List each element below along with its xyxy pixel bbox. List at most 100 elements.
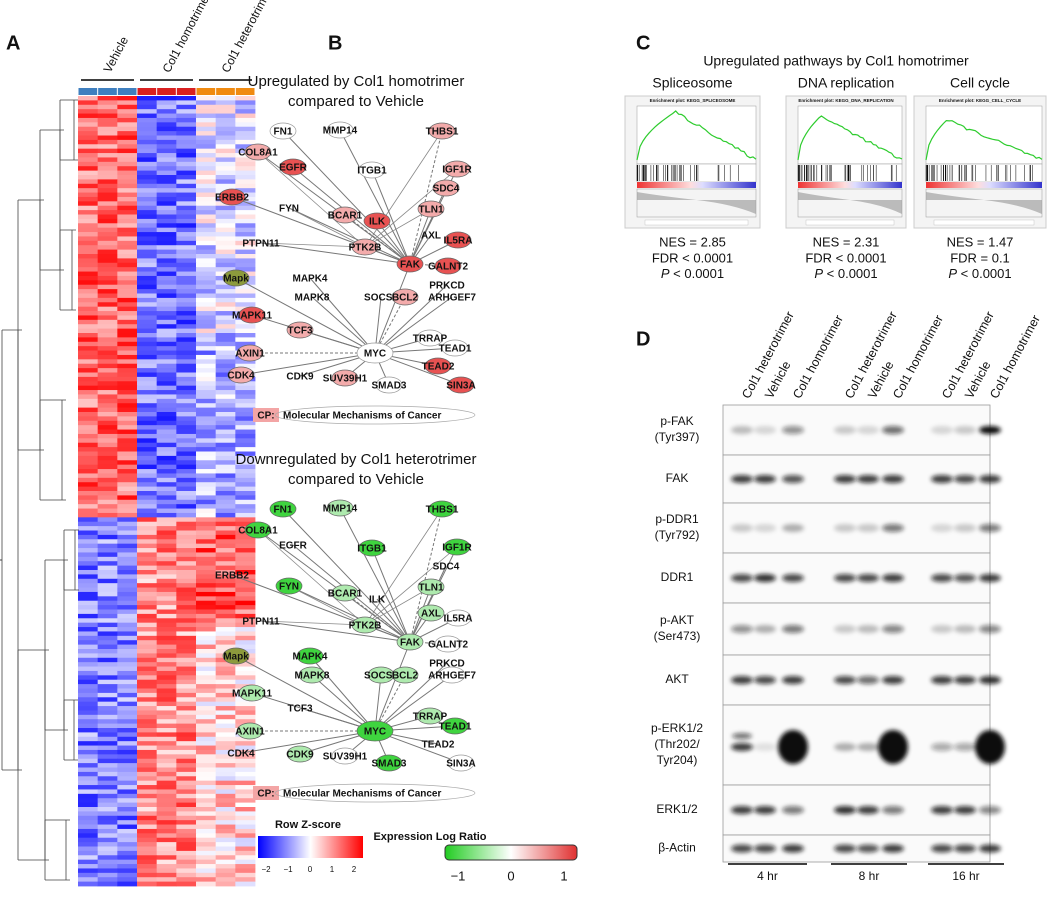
- heatmap-cell: [97, 574, 118, 580]
- blot-label: (Tyr397): [655, 430, 700, 444]
- node-label: THBS1: [426, 505, 459, 516]
- heatmap-cell: [215, 613, 236, 619]
- heatmap-cell: [196, 859, 217, 865]
- heatmap-cell: [97, 640, 118, 646]
- heatmap-cell: [156, 758, 177, 764]
- heatmap-cell: [97, 605, 118, 610]
- heatmap-cell: [235, 758, 256, 764]
- heatmap-cell: [235, 644, 256, 650]
- pathway-label: Molecular Mechanisms of Cancer: [283, 411, 441, 422]
- heatmap-cell: [196, 710, 217, 716]
- network-node: [438, 666, 466, 684]
- heatmap-cell: [176, 868, 197, 874]
- network-edge: [288, 207, 366, 248]
- heatmap-cell: [176, 451, 197, 457]
- heatmap-cell: [235, 605, 256, 610]
- heatmap-cell: [117, 732, 138, 738]
- heatmap-cell: [97, 254, 118, 259]
- heatmap-cell: [196, 284, 217, 290]
- heatmap-cell: [97, 820, 118, 825]
- heatmap-cell: [117, 148, 138, 154]
- heatmap-cell: [117, 354, 138, 360]
- heatmap-cell: [97, 420, 118, 426]
- heatmap-cell: [97, 447, 118, 452]
- heatmap-cell: [78, 684, 99, 689]
- heatmap-cell: [196, 868, 217, 874]
- heatmap-cell: [196, 161, 217, 167]
- heatmap-cell: [215, 780, 236, 786]
- heatmap-cell: [196, 451, 217, 457]
- heatmap-cell: [117, 530, 138, 536]
- heatmap-cell: [97, 350, 118, 356]
- heatmap-cell: [97, 126, 118, 132]
- heatmap-cell: [78, 785, 99, 790]
- heatmap-cell: [196, 565, 217, 571]
- heatmap-cell: [176, 635, 197, 641]
- heatmap-cell: [235, 385, 256, 391]
- heatmap-cell: [156, 267, 177, 272]
- heatmap-cell: [137, 398, 158, 404]
- heatmap-cell: [176, 447, 197, 452]
- heatmap-cell: [235, 416, 256, 422]
- heatmap-cell: [235, 859, 256, 865]
- heatmap-cell: [235, 293, 256, 299]
- heatmap-cell: [117, 153, 138, 158]
- heatmap-cell: [78, 653, 99, 659]
- heatmap-cell: [137, 745, 158, 751]
- heatmap-cell: [78, 679, 99, 685]
- heatmap-cell: [196, 561, 217, 567]
- heatmap-cell: [196, 785, 217, 790]
- bands: [731, 426, 1001, 434]
- node-label: PTK2B: [349, 621, 382, 632]
- network-edge: [408, 508, 443, 643]
- heatmap-cell: [215, 754, 236, 760]
- heatmap-cell: [156, 688, 177, 694]
- heatmap-cell: [117, 236, 138, 242]
- time-label: 8 hr: [859, 869, 880, 883]
- heatmap-cell: [117, 315, 138, 321]
- heatmap-cell: [97, 534, 118, 540]
- heatmap-cell: [215, 236, 236, 242]
- heatmap-cell: [156, 324, 177, 330]
- heatmap-cell: [176, 767, 197, 773]
- heatmap-cell: [176, 552, 197, 558]
- heatmap-cell: [78, 745, 99, 751]
- heatmap-cell: [196, 166, 217, 172]
- heatmap-cell: [196, 100, 217, 106]
- node-label: ITGB1: [357, 166, 387, 177]
- heatmap-cell: [215, 802, 236, 808]
- heatmap-cell: [176, 798, 197, 804]
- heatmap-cell: [235, 578, 256, 584]
- heatmap-cell: [215, 346, 236, 351]
- heatmap-cell: [97, 328, 118, 334]
- heatmap-cell: [196, 196, 217, 202]
- heatmap-cell: [176, 464, 197, 470]
- heatmap-cell: [196, 543, 217, 549]
- heatmap-cell: [78, 754, 99, 760]
- heatmap-cell: [235, 635, 256, 641]
- node-label: SIN3A: [446, 381, 475, 392]
- heatmap-cell: [78, 482, 99, 488]
- heatmap-cell: [235, 552, 256, 558]
- heatmap-cell: [137, 526, 158, 531]
- heatmap-cell: [97, 837, 118, 843]
- heatmap-cell: [137, 385, 158, 391]
- network-edge: [374, 662, 448, 732]
- heatmap-cell: [176, 719, 197, 725]
- heatmap-cell: [137, 872, 158, 878]
- heatmap-cell: [97, 881, 118, 887]
- heatmap-cell: [196, 802, 217, 808]
- heatmap-cell: [235, 157, 256, 163]
- heatmap-cell: [215, 482, 236, 488]
- heatmap-cell: [235, 591, 256, 597]
- heatmap-cell: [215, 144, 236, 150]
- heatmap-cell: [156, 157, 177, 163]
- heatmap-cell: [215, 850, 236, 856]
- heatmap-cell: [97, 570, 118, 575]
- heatmap-cell: [196, 403, 217, 409]
- heatmap-cell: [97, 811, 118, 817]
- heatmap-cell: [215, 688, 236, 694]
- heatmap-cell: [97, 780, 118, 786]
- heatmap-cell: [78, 534, 99, 540]
- heatmap-cell: [97, 297, 118, 303]
